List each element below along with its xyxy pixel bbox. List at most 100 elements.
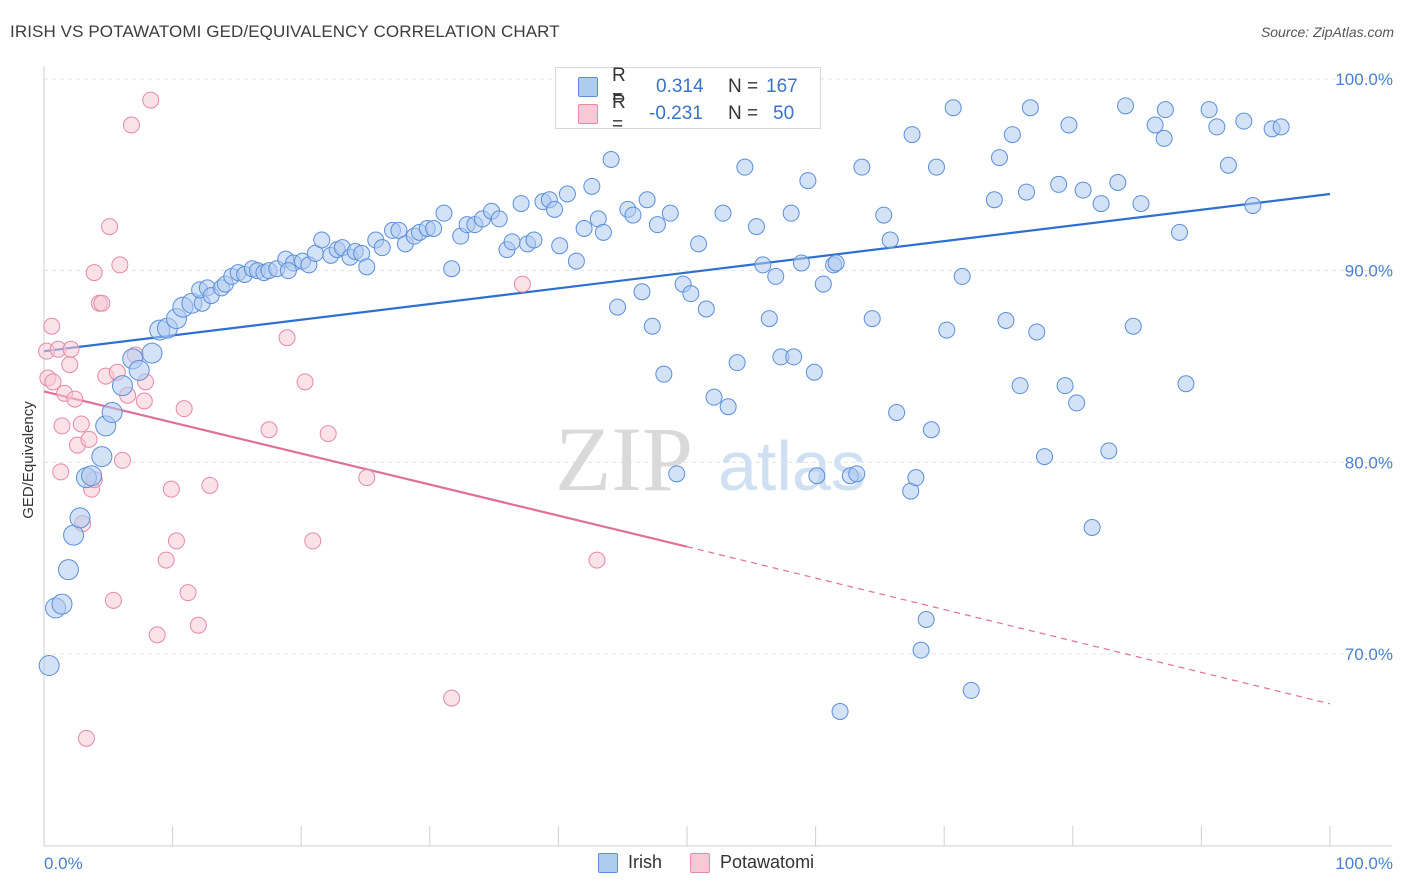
irish-point (705, 388, 723, 406)
irish-point (91, 446, 113, 468)
potawatomi-point (162, 480, 180, 498)
legend-n-label: N = (728, 76, 759, 97)
irish-point (782, 204, 800, 222)
irish-point (490, 210, 508, 228)
irish-point (633, 283, 651, 301)
irish-point (141, 342, 163, 364)
irish-point (903, 126, 921, 144)
chart-title: IRISH VS POTAWATOMI GED/EQUIVALENCY CORR… (10, 22, 560, 41)
irish-point (638, 191, 656, 209)
irish-point (1156, 101, 1174, 119)
potawatomi-point (44, 373, 62, 391)
potawatomi-point (142, 91, 160, 109)
potawatomi-point (443, 689, 461, 707)
irish-point (575, 220, 593, 237)
irish-point (736, 158, 754, 176)
legend-item-potawatomi[interactable]: Potawatomi (690, 852, 814, 873)
potawatomi-point (201, 476, 219, 494)
y-tick-label: 70.0% (1345, 645, 1393, 664)
irish-point (1056, 377, 1074, 395)
y-tick-label: 90.0% (1345, 262, 1393, 281)
irish-point (927, 158, 945, 176)
irish-point (1244, 197, 1262, 214)
potawatomi-point (52, 463, 70, 481)
irish-point (111, 375, 133, 397)
potawatomi-point (66, 390, 84, 408)
irish-point (546, 200, 564, 218)
irish-point (583, 177, 601, 195)
irish-point (1177, 375, 1195, 393)
irish-point (1003, 126, 1021, 144)
irish-point (1208, 118, 1226, 136)
irish-point (443, 260, 461, 278)
potawatomi-point (358, 469, 376, 487)
legend-n-value: 50 (773, 103, 795, 124)
irish-point (985, 191, 1003, 209)
irish-point (799, 172, 817, 190)
irish-point (512, 195, 530, 213)
irish-point (962, 681, 980, 699)
irish-point (57, 559, 79, 581)
irish-point (881, 231, 899, 249)
irish-point (944, 99, 962, 117)
irish-point (1100, 442, 1118, 460)
irish-point (602, 151, 620, 168)
potawatomi-point (111, 256, 129, 274)
irish-point (1011, 377, 1029, 395)
potawatomi-trend-line (43, 390, 688, 548)
irish-point (551, 237, 569, 255)
irish-point (808, 467, 826, 485)
irish-point (1219, 156, 1237, 174)
potawatomi-point (43, 317, 61, 335)
irish-point (558, 185, 576, 203)
potawatomi-point (296, 373, 314, 391)
irish-point (907, 469, 925, 487)
stats-legend: R = 0.314 N = 167 R = -0.231 N = 50 (555, 65, 821, 135)
legend-item-irish[interactable]: Irish (598, 852, 662, 873)
irish-point (525, 231, 543, 249)
potawatomi-point (260, 421, 278, 439)
irish-point (1171, 223, 1189, 241)
irish-point (668, 465, 686, 483)
irish-point (1235, 112, 1253, 130)
irish-point (1018, 183, 1036, 201)
irish-point (69, 507, 91, 529)
watermark-zip: ZIP (555, 408, 693, 510)
irish-point (863, 310, 881, 328)
irish-point (81, 465, 103, 487)
irish-point (767, 267, 785, 285)
series-legend: Irish Potawatomi (598, 852, 842, 873)
irish-point (643, 317, 661, 335)
irish-point (1092, 195, 1110, 213)
irish-point (714, 204, 732, 222)
potawatomi-point (61, 356, 79, 374)
irish-point (1109, 174, 1127, 191)
irish-point (690, 235, 708, 253)
potawatomi-point (278, 329, 296, 347)
legend-r-label: R = (612, 65, 626, 108)
potawatomi-point (104, 591, 122, 609)
irish-point (128, 359, 150, 381)
legend-n-value: 167 (766, 76, 798, 97)
irish-point (624, 206, 642, 224)
irish-trend-line (43, 192, 1331, 353)
legend-label-irish: Irish (628, 852, 663, 872)
x-tick-label: 0.0% (44, 854, 83, 873)
irish-point (1132, 195, 1150, 213)
potawatomi-point (62, 340, 80, 358)
irish-point (358, 258, 376, 276)
irish-point (425, 220, 443, 237)
irish-point (1021, 99, 1039, 117)
y-tick-label: 100.0% (1335, 70, 1393, 89)
potawatomi-point (189, 616, 207, 634)
irish-point (888, 404, 906, 421)
irish-point (51, 593, 73, 615)
irish-point (1050, 175, 1068, 193)
irish-point (805, 363, 823, 381)
axes (43, 66, 1392, 847)
irish-point (1068, 394, 1086, 412)
irish-point (373, 239, 391, 257)
potawatomi-point (77, 729, 95, 747)
legend-label-potawatomi: Potawatomi (720, 852, 815, 872)
